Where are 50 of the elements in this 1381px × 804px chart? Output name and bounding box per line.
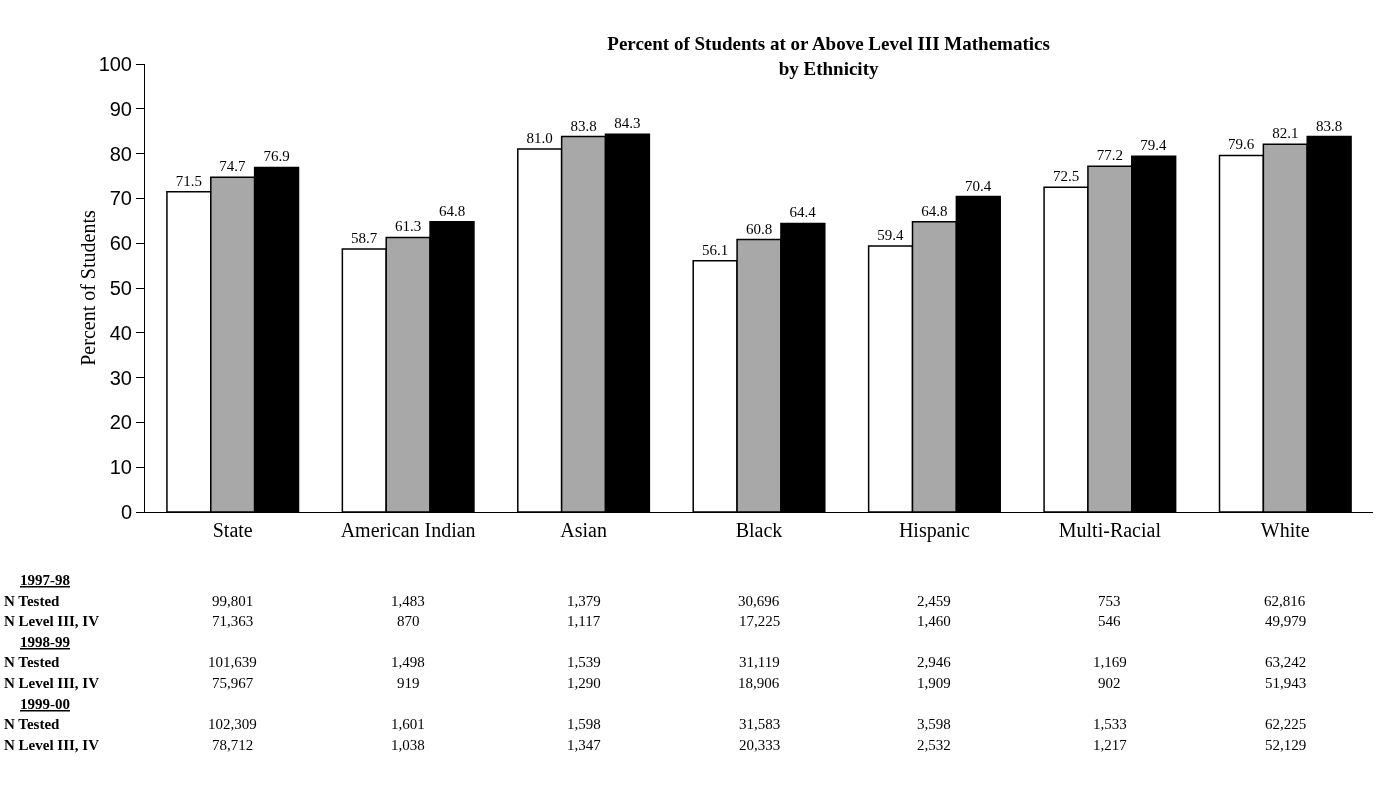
y-axis-title: Percent of Students (77, 210, 99, 366)
data-label: 81.0 (526, 130, 553, 147)
y-tick-label: 40 (109, 321, 132, 344)
data-label: 56.1 (702, 241, 729, 258)
data-label: 64.8 (921, 202, 948, 219)
data-label: 77.2 (1096, 147, 1123, 164)
data-label: 59.4 (877, 226, 904, 243)
x-tick-label: State (212, 519, 253, 541)
x-tick-label: Asian (560, 519, 607, 541)
y-tick-label: 70 (109, 187, 132, 210)
data-label: 60.8 (745, 220, 773, 237)
y-tick-label: 90 (109, 97, 132, 120)
data-label: 83.8 (1316, 117, 1343, 134)
x-tick-label: American Indian (340, 519, 476, 541)
text: N Level III, IV 78,712 1,038 1,347 20,333 2,532 1,217 52,129 (4, 737, 1307, 753)
y-tick-label: 0 (120, 501, 132, 523)
data-label: 61.3 (395, 218, 422, 235)
data-label: 79.4 (1140, 137, 1168, 154)
text: 1997-98 (20, 572, 70, 588)
y-tick-label: 100 (98, 53, 132, 75)
data-label: 64.4 (789, 204, 817, 221)
text: N Tested 101,639 1,498 1,539 31,119 2,946 1,169 63,242 (4, 654, 1307, 670)
text: 1999-00 (20, 696, 70, 712)
x-tick-label: Hispanic (898, 519, 971, 542)
data-label: 82.1 (1272, 125, 1299, 142)
y-tick-label: 20 (109, 411, 132, 434)
y-tick-label: 50 (109, 277, 132, 299)
data-label: 79.6 (1228, 136, 1255, 153)
x-tick-label: Multi-Racial (1058, 519, 1162, 541)
text: 1998-99 (20, 634, 70, 650)
data-label: 70.4 (964, 177, 992, 194)
text: N Level III, IV 71,363 870 1,117 17,225 1,460 546 49,979 (4, 613, 1307, 629)
chart-title: Percent of Students at or Above Level III Mathematics by Ethnicity (607, 33, 1050, 79)
data-label: 64.8 (438, 202, 466, 219)
x-tick-label: White (1260, 519, 1310, 541)
text: N Tested 99,801 1,483 1,379 30,696 2,459 753 62,816 (4, 593, 1306, 609)
data-label: 74.7 (219, 158, 247, 175)
data-label: 71.5 (175, 172, 202, 189)
text: N Level III, IV 75,967 919 1,290 18,906 1,909 902 51,943 (4, 675, 1307, 691)
data-label: 83.8 (570, 117, 597, 134)
y-tick-label: 80 (109, 142, 132, 165)
data-label: 58.7 (350, 230, 378, 247)
data-label: 84.3 (614, 115, 641, 132)
data-label: 72.5 (1052, 168, 1080, 185)
x-tick-label: Black (735, 519, 783, 541)
y-tick-label: 30 (109, 366, 132, 389)
text: N Tested 102,309 1,601 1,598 31,583 3,598 1,533 62,225 (4, 716, 1307, 732)
y-tick-label: 60 (109, 232, 132, 255)
data-label: 76.9 (263, 148, 290, 165)
y-tick-label: 10 (109, 456, 132, 479)
